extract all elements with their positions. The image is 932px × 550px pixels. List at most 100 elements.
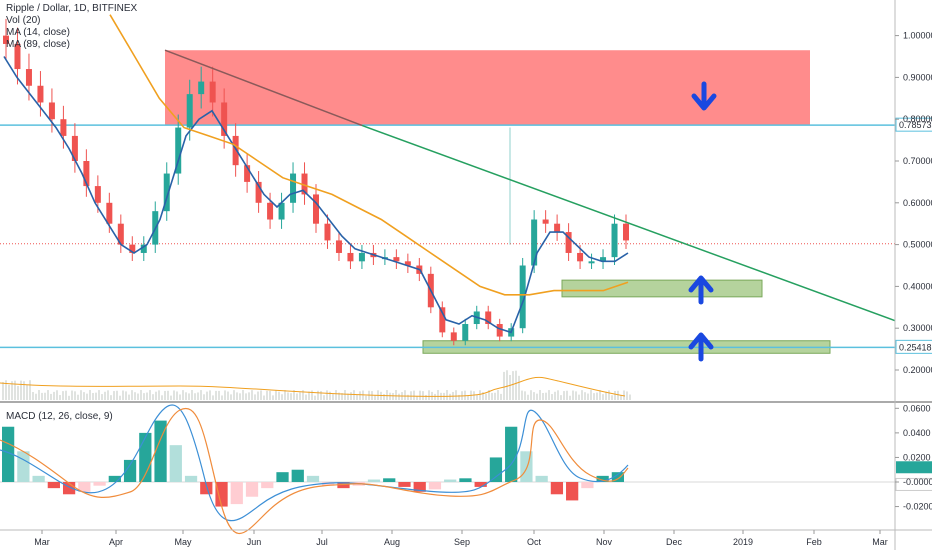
volume-bar: [230, 394, 232, 400]
volume-bar: [137, 393, 139, 400]
volume-bar: [242, 390, 244, 400]
macd-histogram-bar: [337, 482, 350, 489]
volume-bar: [605, 391, 607, 400]
time-tick-label: Mar: [872, 537, 888, 547]
volume-bar: [41, 392, 43, 400]
volume-bar: [89, 390, 91, 400]
volume-bar: [530, 390, 532, 400]
volume-bar: [359, 391, 361, 400]
volume-bar: [395, 390, 397, 400]
volume-bar: [23, 381, 25, 400]
candle-down: [623, 223, 629, 241]
volume-bar: [296, 393, 298, 400]
volume-bar: [494, 392, 496, 400]
time-tick-label: 2019: [733, 537, 753, 547]
volume-bar: [476, 394, 478, 400]
volume-bar: [284, 390, 286, 400]
candle-up: [175, 127, 182, 174]
time-tick-label: Aug: [384, 537, 400, 547]
macd-legend-label[interactable]: MACD (12, 26, close, 9): [6, 411, 113, 422]
candle-down: [232, 135, 239, 166]
volume-bar: [551, 394, 553, 400]
volume-bar: [131, 390, 133, 400]
volume-bar: [425, 394, 427, 400]
macd-histogram-bar: [261, 482, 274, 489]
candle-up: [600, 257, 607, 262]
volume-bar: [293, 390, 295, 400]
volume-bar: [59, 395, 61, 400]
volume-bar: [317, 390, 319, 400]
volume-bar: [599, 390, 601, 400]
candle-down: [301, 173, 308, 195]
candle-down: [335, 240, 342, 253]
candle-down: [313, 194, 319, 224]
volume-bar: [545, 392, 547, 400]
volume-bar: [488, 390, 490, 400]
volume-bar: [575, 391, 577, 400]
candle-up: [163, 173, 170, 212]
macd-legend: MACD (12, 26, close, 9): [6, 411, 113, 423]
volume-bar: [272, 395, 274, 400]
macd-histogram-bar: [505, 426, 518, 482]
volume-bar: [611, 395, 613, 400]
price-marker-box: [895, 339, 932, 354]
time-tick-label: Jun: [247, 537, 262, 547]
candle-down: [48, 102, 55, 120]
macd-histogram-bar: [93, 482, 106, 486]
volume-bar: [203, 394, 205, 400]
volume-bar: [134, 392, 136, 400]
candle-down: [37, 85, 44, 103]
volume-bar: [515, 370, 517, 400]
volume-legend[interactable]: Vol (20): [6, 15, 41, 26]
trendline-layer[interactable]: [164, 49, 896, 322]
volume-bar: [158, 390, 160, 400]
volume-ma-line: [0, 376, 626, 397]
candle-down: [94, 186, 101, 203]
volume-bar: [119, 395, 121, 400]
volume-bar: [179, 394, 181, 400]
arrow-up-icon-head: [688, 332, 714, 350]
zones-layer: [165, 50, 831, 354]
volume-bar: [374, 395, 376, 400]
candle-up: [186, 94, 193, 128]
volume-bar: [173, 390, 175, 400]
volume-bar: [11, 381, 13, 400]
volume-bar: [44, 392, 46, 400]
volume-bar: [290, 393, 292, 400]
volume-bar: [344, 390, 346, 400]
candle-down: [324, 223, 331, 241]
volume-bar: [389, 392, 391, 400]
volume-bar: [356, 394, 358, 400]
volume-bar: [542, 393, 544, 400]
macd-histogram-bar: [78, 482, 91, 492]
candle-down: [404, 261, 411, 266]
macd-tick-label: -0.0000: [903, 477, 932, 487]
price-marker-box: [895, 117, 932, 132]
volume-bar: [365, 395, 367, 400]
volume-bar: [14, 380, 16, 400]
time-tick-label: Apr: [109, 537, 123, 547]
symbol-title[interactable]: Ripple / Dollar, 1D, BITFINEX: [6, 3, 138, 14]
macd-layer: [0, 404, 932, 535]
volume-bar: [275, 390, 277, 400]
volume-bar: [473, 391, 475, 400]
volume-bar: [560, 395, 562, 400]
volume-bar: [68, 395, 70, 400]
volume-bar: [527, 394, 529, 400]
candle-down: [244, 165, 251, 182]
ma-fast-legend[interactable]: MA (14, close): [6, 27, 70, 38]
volume-bar: [236, 392, 238, 400]
volume-bar: [239, 393, 241, 400]
volume-bar: [53, 391, 55, 400]
time-tick-label: Feb: [806, 537, 822, 547]
candle-down: [255, 181, 262, 203]
volume-bar: [587, 393, 589, 400]
volume-bar: [143, 393, 145, 400]
macd-histogram-bar: [489, 457, 503, 482]
ma-slow-legend[interactable]: MA (89, close): [6, 39, 70, 50]
volume-bar: [407, 394, 409, 400]
